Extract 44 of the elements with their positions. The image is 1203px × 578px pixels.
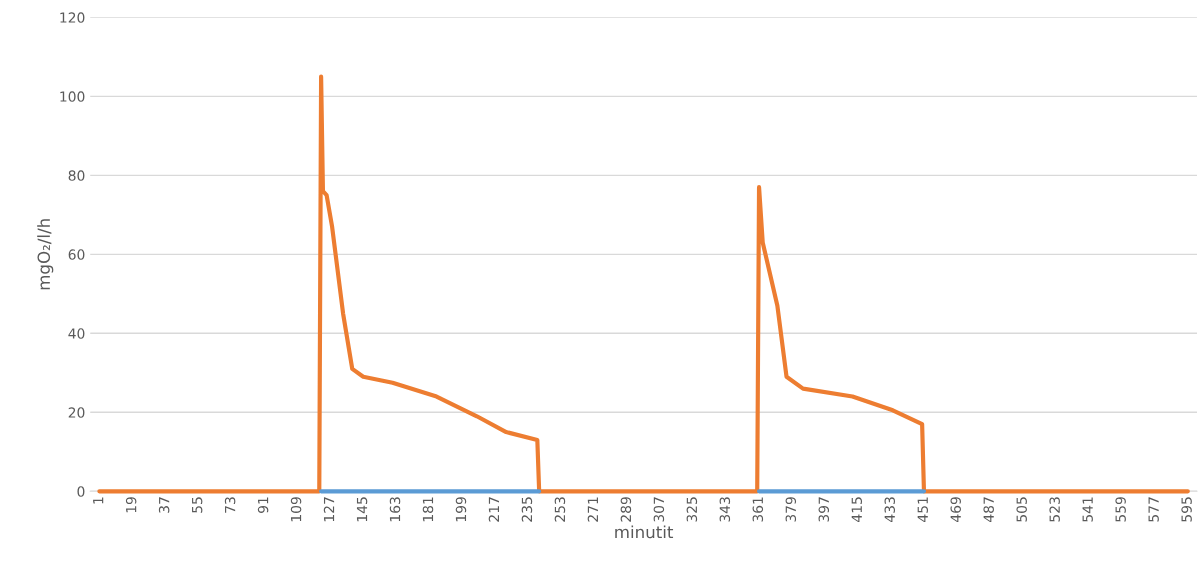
y-tick-label: 80 (68, 170, 85, 181)
x-tick-label: 307 (653, 497, 665, 522)
x-tick-label: 253 (554, 497, 566, 522)
y-tick-label: 100 (60, 91, 85, 102)
x-tick-label: 271 (587, 497, 598, 522)
x-tick-label: 217 (488, 497, 500, 522)
x-tick-label: 505 (1016, 497, 1027, 522)
x-tick-label: 19 (125, 497, 137, 513)
x-tick-label: 577 (1148, 497, 1159, 522)
x-tick-label: 343 (719, 497, 731, 522)
x-tick-label: 469 (950, 497, 961, 522)
x-tick-label: 109 (290, 497, 302, 522)
x-tick-label: 595 (1181, 497, 1192, 522)
x-tick-label: 541 (1082, 497, 1093, 522)
x-tick-label: 181 (422, 497, 434, 522)
x-axis-title: minutit (615, 525, 674, 539)
x-tick-label: 289 (620, 497, 632, 522)
x-tick-label: 487 (983, 497, 994, 522)
x-tick-label: 523 (1049, 497, 1060, 522)
x-tick-label: 397 (818, 497, 830, 522)
x-tick-label: 325 (686, 497, 698, 522)
x-tick-label: 451 (917, 497, 928, 522)
x-tick-label: 73 (224, 497, 236, 513)
x-tick-label: 379 (785, 497, 797, 522)
x-tick-label: 91 (257, 497, 269, 513)
y-tick-label: 60 (68, 249, 85, 260)
x-tick-label: 235 (521, 497, 533, 522)
x-tick-label: 55 (192, 497, 203, 513)
x-tick-label: 163 (389, 497, 401, 522)
x-tick-label: 559 (1115, 497, 1126, 522)
x-tick-label: 361 (752, 497, 764, 522)
y-axis-title: mgO₂/l/h (37, 219, 54, 290)
x-tick-label: 1 (93, 497, 104, 504)
x-tick-label: 433 (884, 497, 896, 522)
x-tick-label: 37 (158, 497, 170, 513)
y-tick-label: 40 (68, 328, 85, 339)
x-tick-label: 145 (356, 497, 368, 522)
y-tick-label: 20 (68, 407, 85, 418)
x-tick-label: 127 (323, 497, 335, 522)
line-series (97, 74, 1190, 494)
x-tick-label: 199 (455, 497, 467, 522)
x-tick-label: 415 (851, 497, 863, 522)
y-tick-label: 0 (77, 486, 85, 497)
y-tick-label: 120 (60, 12, 85, 23)
